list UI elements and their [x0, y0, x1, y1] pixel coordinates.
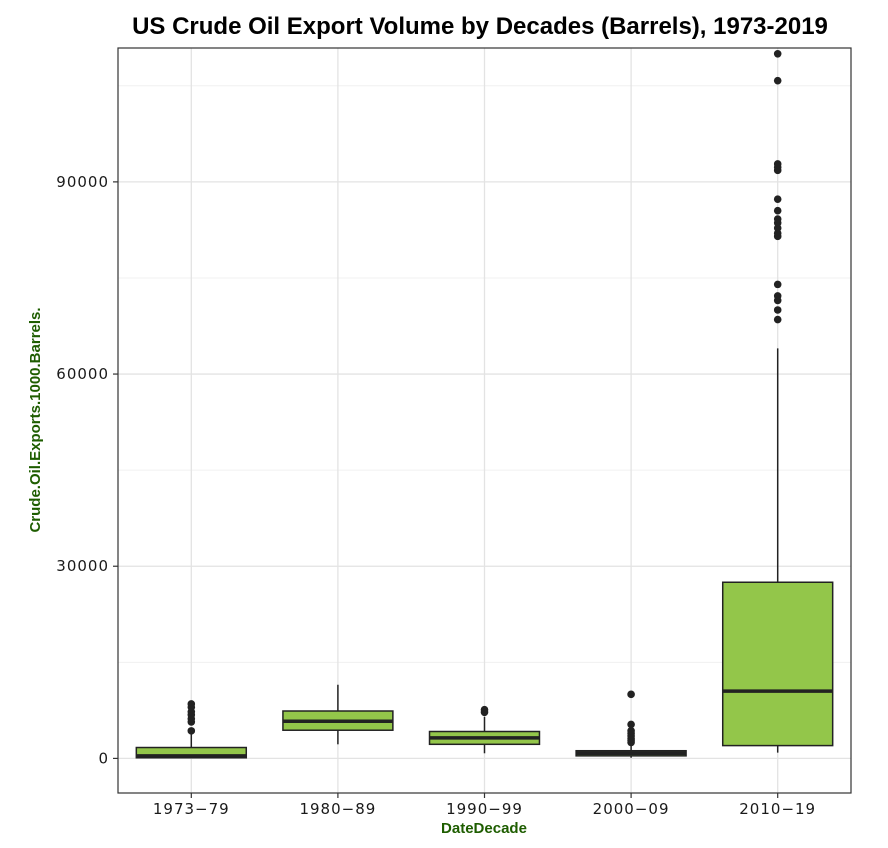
outlier-point [187, 700, 196, 708]
outlier-point [773, 195, 782, 203]
plot-panel [117, 47, 852, 794]
x-tick-label: 1990−99 [446, 800, 523, 818]
outlier-point [187, 727, 196, 735]
x-tick-label: 2010−19 [739, 800, 816, 818]
box-1980-89 [282, 684, 394, 745]
outlier-point [773, 280, 782, 289]
y-tick-label: 0 [98, 749, 109, 767]
x-tick-label: 1980−89 [299, 800, 376, 818]
x-tick-label: 1973−79 [153, 800, 230, 818]
outlier-point [773, 49, 782, 58]
outlier-point [773, 206, 782, 215]
box-iqr [721, 581, 834, 747]
box-2000-09 [575, 690, 687, 758]
box-1973-79 [135, 700, 248, 759]
box-2010-19 [721, 49, 834, 753]
outlier-point [773, 306, 782, 314]
outlier-point [480, 705, 489, 714]
y-axis-title: Crude.Oil.Exports.1000.Barrels. [27, 307, 44, 532]
outlier-point [773, 160, 782, 168]
box-iqr [135, 746, 248, 759]
chart-title: US Crude Oil Export Volume by Decades (B… [132, 13, 828, 40]
outlier-point [627, 727, 635, 735]
x-tick-label: 2000−09 [593, 800, 670, 818]
y-tick-label: 60000 [56, 365, 109, 383]
outlier-point [773, 76, 782, 85]
outlier-point [773, 315, 782, 324]
outlier-point [773, 215, 782, 223]
y-tick-label: 30000 [56, 557, 109, 575]
outlier-point [773, 292, 782, 300]
x-axis-title: DateDecade [441, 820, 527, 837]
y-tick-label: 90000 [56, 173, 109, 191]
box-1990-99 [428, 705, 541, 754]
outlier-point [627, 720, 635, 729]
outlier-point [627, 690, 635, 699]
